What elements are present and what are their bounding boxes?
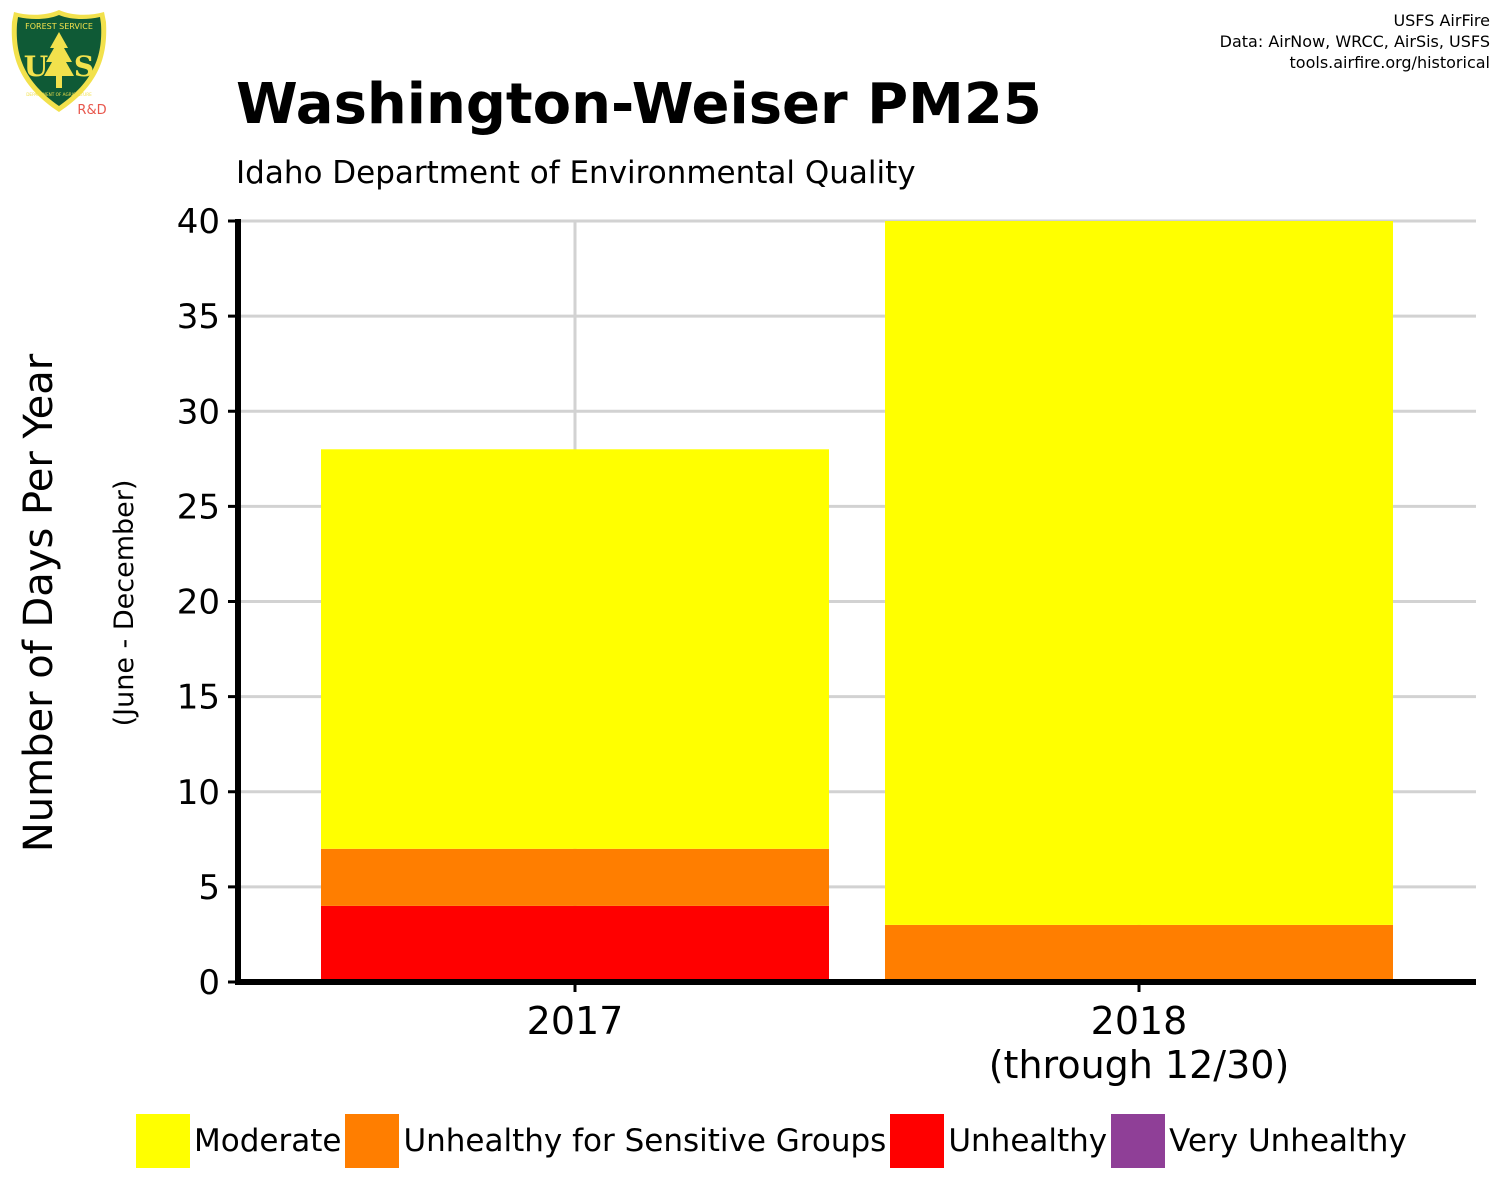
logo-letter-u: U — [24, 50, 48, 83]
legend-label-moderate: Moderate — [194, 1123, 342, 1159]
credit-line-3: tools.airfire.org/historical — [1289, 53, 1490, 72]
legend-swatch-very-unhealthy — [1111, 1114, 1166, 1168]
y-tick-label-0: 0 — [198, 963, 220, 1003]
x-tick-label-2018: 2018 — [1091, 999, 1188, 1043]
y-axis-label: Number of Days Per Year — [16, 353, 62, 852]
legend-label-very-unhealthy: Very Unhealthy — [1169, 1123, 1407, 1159]
usfs-logo: U S FOREST SERVICE DEPARTMENT OF AGRICUL… — [11, 10, 107, 118]
bar-2017-unhealthy-for-sensitive-groups — [321, 848, 829, 906]
bar-2018-unhealthy-for-sensitive-groups — [885, 924, 1393, 982]
y-tick-label-40: 40 — [177, 202, 220, 242]
legend-label-unhealthy-for-sensitive-groups: Unhealthy for Sensitive Groups — [403, 1123, 887, 1159]
legend-label-unhealthy: Unhealthy — [948, 1123, 1108, 1159]
y-axis-sublabel: (June - December) — [109, 480, 140, 727]
y-tick-label-30: 30 — [177, 392, 220, 432]
credit-line-1: USFS AirFire — [1393, 11, 1490, 30]
logo-letter-s: S — [74, 50, 94, 83]
legend-item-unhealthy-for-sensitive-groups: Unhealthy for Sensitive Groups — [345, 1114, 886, 1168]
x-axis-ticks: 2017 2018(through 12/30) — [527, 982, 1290, 1087]
credit-line-2: Data: AirNow, WRCC, AirSis, USFS — [1219, 32, 1490, 51]
legend-swatch-unhealthy — [890, 1114, 945, 1168]
bar-2017-unhealthy — [321, 905, 829, 982]
chart-title: Washington-Weiser PM25 — [236, 72, 1042, 137]
bar-group — [321, 221, 1393, 982]
y-tick-label-35: 35 — [177, 297, 220, 337]
legend: Moderate Unhealthy for Sensitive Groups Un… — [136, 1114, 1411, 1168]
legend-swatch-unhealthy-for-sensitive-groups — [345, 1114, 400, 1168]
legend-item-moderate: Moderate — [136, 1114, 341, 1168]
credits: USFS AirFire Data: AirNow, WRCC, AirSis,… — [1220, 10, 1490, 73]
logo-top-text: FOREST SERVICE — [25, 22, 93, 31]
bar-2017-moderate — [321, 449, 829, 849]
y-axis-ticks: 0 5 10 15 20 25 30 35 40 — [177, 202, 238, 1003]
x-tick-label-2017: 2017 — [527, 999, 624, 1043]
legend-item-unhealthy: Unhealthy — [890, 1114, 1107, 1168]
logo-bottom-text: DEPARTMENT OF AGRICULTURE — [26, 92, 92, 97]
logo-rd-tag: R&D — [77, 103, 106, 118]
y-tick-label-20: 20 — [177, 583, 220, 623]
y-tick-label-10: 10 — [177, 773, 220, 813]
legend-item-very-unhealthy: Very Unhealthy — [1111, 1114, 1407, 1168]
chart-subtitle: Idaho Department of Environmental Qualit… — [236, 155, 916, 191]
y-tick-label-5: 5 — [198, 868, 220, 908]
y-tick-label-15: 15 — [177, 678, 220, 718]
y-tick-label-25: 25 — [177, 487, 220, 527]
bar-2018-moderate — [885, 221, 1393, 925]
legend-swatch-moderate — [136, 1114, 190, 1168]
x-tick-sublabel-2018: (through 12/30) — [989, 1043, 1290, 1087]
